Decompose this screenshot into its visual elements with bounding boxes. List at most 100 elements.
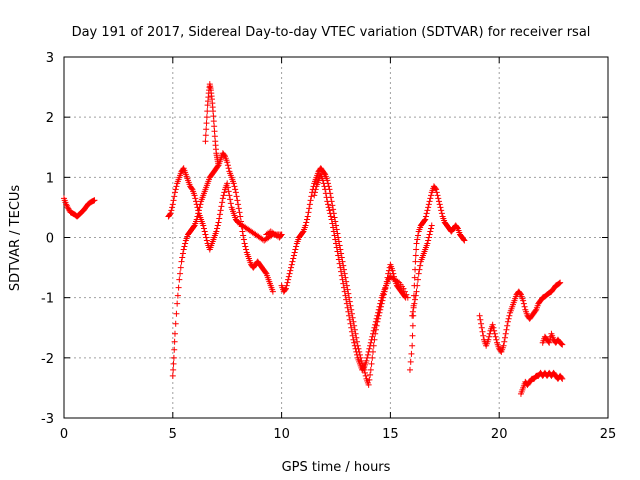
data-point <box>433 186 440 193</box>
data-point <box>365 381 372 388</box>
data-point <box>428 222 435 229</box>
data-point <box>412 296 419 303</box>
data-point <box>520 300 527 307</box>
data-point <box>461 237 468 244</box>
data-point <box>168 207 175 214</box>
data-point <box>311 192 318 199</box>
data-point <box>237 213 244 220</box>
data-point <box>221 189 228 196</box>
data-point <box>477 316 484 323</box>
data-point <box>179 250 186 257</box>
data-point <box>325 201 332 208</box>
data-point <box>240 236 247 243</box>
y-tick-label: -1 <box>41 292 54 307</box>
data-point <box>181 243 188 250</box>
data-point <box>426 198 433 205</box>
data-point <box>203 120 210 127</box>
data-point <box>413 240 420 247</box>
data-point <box>502 334 509 341</box>
data-point <box>342 292 349 299</box>
data-point <box>504 318 511 325</box>
data-point <box>409 312 416 319</box>
data-point <box>478 320 485 327</box>
data-point <box>216 215 223 222</box>
data-point <box>329 220 336 227</box>
data-point <box>532 307 539 314</box>
data-point <box>436 201 443 208</box>
data-point <box>63 202 70 209</box>
data-point <box>409 332 416 339</box>
data-point <box>492 333 499 340</box>
data-point <box>364 351 371 358</box>
data-point <box>225 188 232 195</box>
data-point <box>340 280 347 287</box>
data-point <box>177 264 184 271</box>
data-point <box>340 284 347 291</box>
data-point <box>173 310 180 317</box>
data-point <box>311 189 318 196</box>
data-point <box>303 216 310 223</box>
data-point <box>177 270 184 277</box>
data-point <box>558 340 565 347</box>
data-point <box>321 183 328 190</box>
data-point <box>460 236 467 243</box>
data-point <box>478 324 485 331</box>
data-point <box>193 216 200 223</box>
data-point <box>224 159 231 166</box>
data-point <box>367 366 374 373</box>
data-point <box>407 358 414 365</box>
data-point <box>422 216 429 223</box>
data-point <box>389 267 396 274</box>
data-point <box>329 202 336 209</box>
data-point <box>414 276 421 283</box>
data-point <box>413 288 420 295</box>
data-point <box>333 240 339 247</box>
data-point <box>417 262 424 269</box>
data-point <box>171 189 178 196</box>
data-point <box>202 138 209 145</box>
data-point <box>557 279 564 286</box>
data-point <box>438 210 445 217</box>
data-point <box>224 180 231 187</box>
data-point <box>174 292 181 299</box>
data-point <box>341 288 348 295</box>
data-point <box>360 364 367 371</box>
data-point <box>330 224 337 231</box>
data-point <box>558 374 565 381</box>
x-axis-label: GPS time / hours <box>282 460 391 475</box>
data-point <box>556 280 563 287</box>
data-point <box>194 213 201 220</box>
data-point <box>330 206 337 213</box>
data-point <box>424 240 431 247</box>
axis-ticks: -3 -2 -1 0 1 2 3 0 5 10 15 20 25 <box>41 51 616 442</box>
data-point <box>240 232 247 239</box>
data-point <box>324 198 331 205</box>
data-point <box>330 228 337 235</box>
data-point <box>377 297 384 304</box>
data-point <box>409 308 416 315</box>
data-point <box>433 189 440 196</box>
data-point <box>278 231 285 238</box>
data-point <box>302 222 309 229</box>
data-point <box>372 318 379 325</box>
data-point <box>349 332 356 339</box>
data-point <box>366 345 373 352</box>
data-point <box>411 274 418 281</box>
data-point <box>427 195 434 202</box>
data-point <box>333 244 340 251</box>
data-point <box>369 354 376 361</box>
data-point <box>175 284 182 291</box>
data-point <box>219 199 226 206</box>
data-point <box>500 342 507 349</box>
data-point <box>348 324 355 331</box>
data-point <box>374 312 381 319</box>
data-point <box>344 304 351 311</box>
data-point <box>351 342 358 349</box>
data-point <box>370 327 377 334</box>
data-point <box>414 232 421 239</box>
data-point <box>346 312 353 319</box>
data-point <box>215 219 222 226</box>
data-point <box>322 190 329 197</box>
data-point <box>190 223 197 230</box>
data-point <box>425 204 432 211</box>
